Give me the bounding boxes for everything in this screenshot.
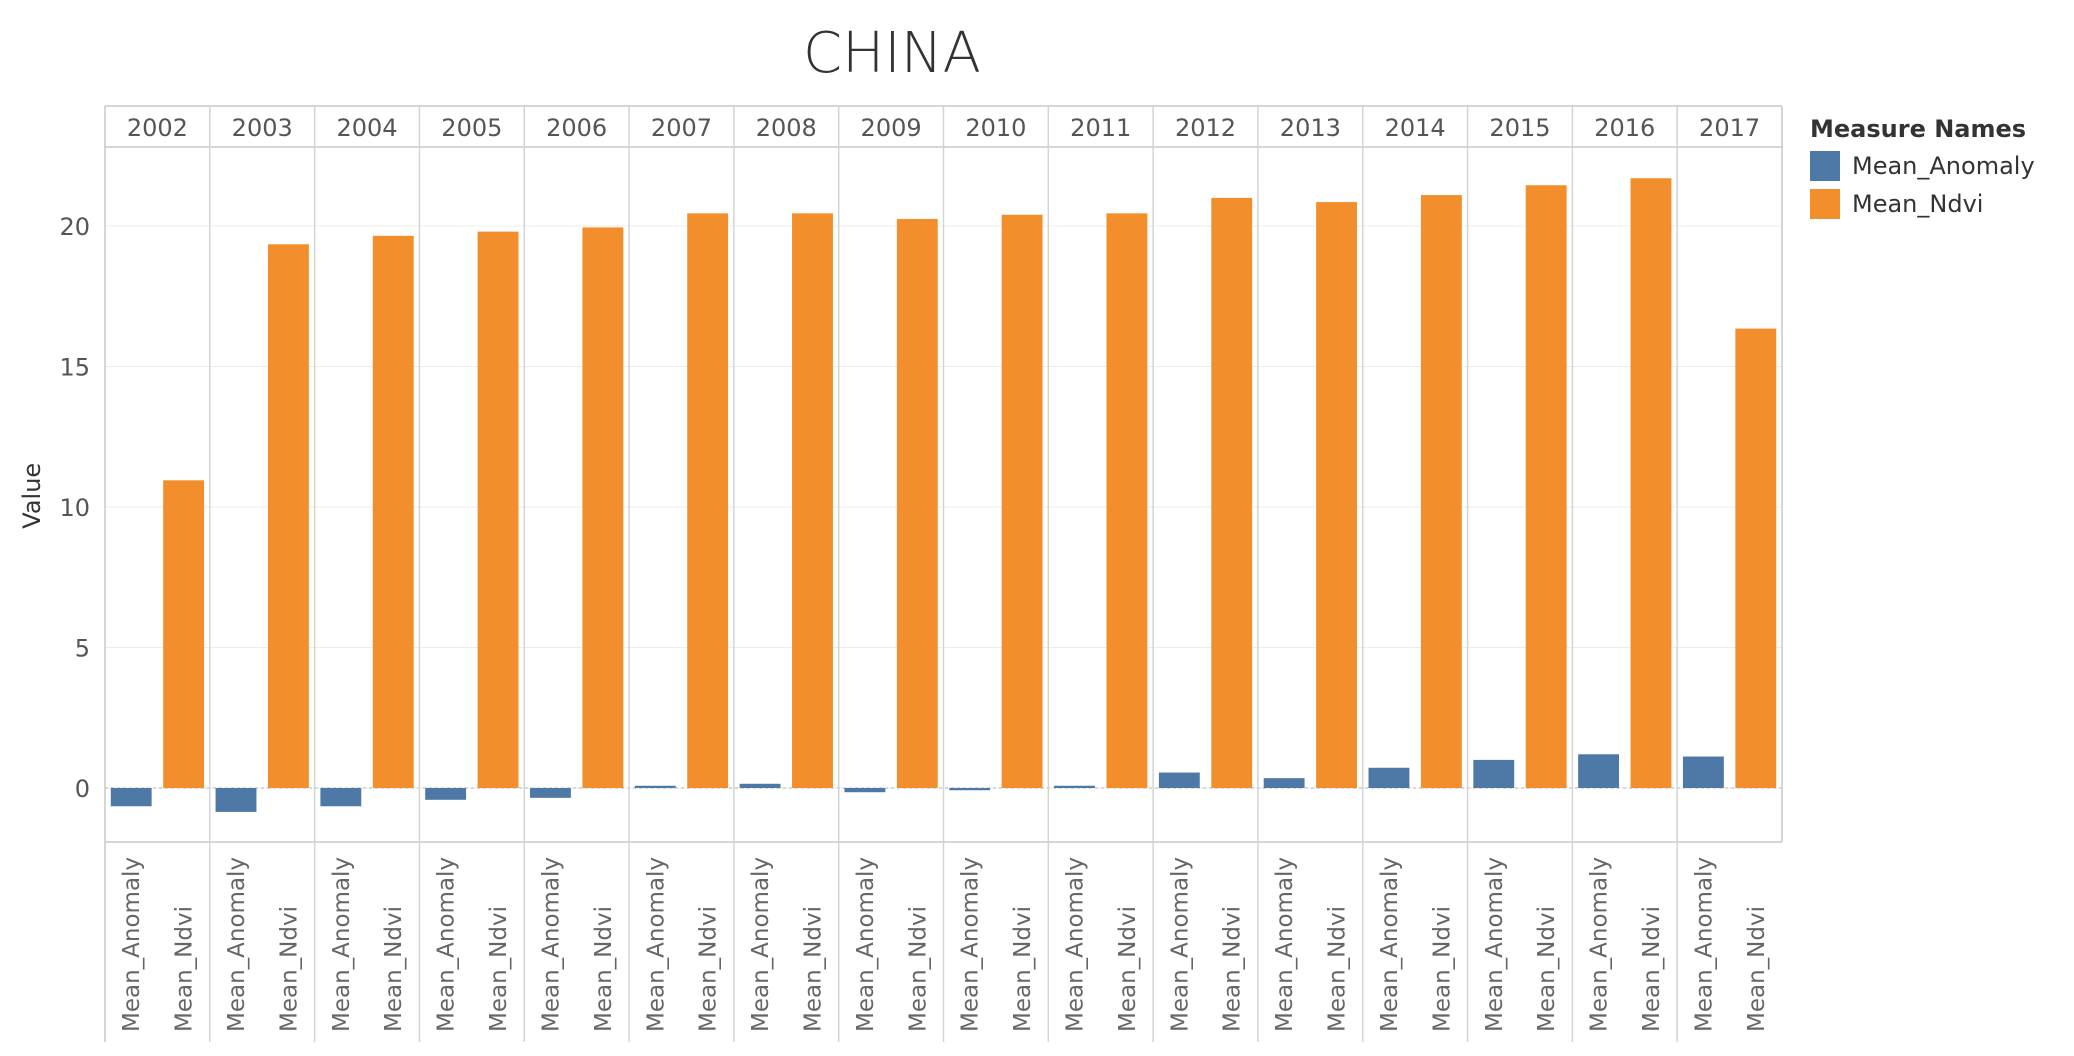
measure-label: Mean_Ndvi bbox=[1534, 906, 1560, 1032]
bar-mean-ndvi bbox=[477, 231, 519, 788]
bar-mean-ndvi bbox=[1106, 213, 1148, 789]
measure-label: Mean_Anomaly bbox=[224, 857, 250, 1032]
bars bbox=[110, 178, 1777, 812]
year-header: 2004 bbox=[336, 114, 397, 142]
y-tick-label: 5 bbox=[75, 635, 90, 663]
year-header: 2007 bbox=[651, 114, 712, 142]
bar-mean-anomaly bbox=[1473, 759, 1515, 788]
year-header: 2012 bbox=[1175, 114, 1236, 142]
year-header: 2006 bbox=[546, 114, 607, 142]
bar-mean-anomaly bbox=[215, 788, 257, 812]
measure-label: Mean_Ndvi bbox=[1744, 906, 1770, 1032]
measure-label: Mean_Ndvi bbox=[1115, 906, 1141, 1032]
measure-label: Mean_Anomaly bbox=[643, 857, 669, 1032]
bar-mean-ndvi bbox=[1735, 328, 1777, 788]
measure-label: Mean_Ndvi bbox=[276, 906, 302, 1032]
measure-label: Mean_Ndvi bbox=[381, 906, 407, 1032]
measure-label: Mean_Ndvi bbox=[1325, 906, 1351, 1032]
bar-mean-ndvi bbox=[792, 213, 833, 789]
bar-mean-ndvi bbox=[1630, 178, 1672, 789]
bar-mean-anomaly bbox=[1682, 756, 1724, 788]
bar-mean-anomaly bbox=[1263, 778, 1305, 788]
bar-mean-ndvi bbox=[687, 213, 729, 789]
bar-mean-anomaly bbox=[320, 788, 362, 807]
year-header: 2008 bbox=[756, 114, 817, 142]
bar-mean-ndvi bbox=[1525, 185, 1567, 788]
measure-label: Mean_Ndvi bbox=[172, 906, 198, 1032]
year-header: 2011 bbox=[1070, 114, 1131, 142]
measure-label: Mean_Anomaly bbox=[1167, 857, 1193, 1032]
legend: Measure Names Mean_Anomaly Mean_Ndvi bbox=[1810, 115, 2035, 219]
year-headers: 2002 2003 2004 2005 2006 2007 2008 2009 2010 2011… bbox=[127, 114, 1760, 142]
year-header: 2014 bbox=[1385, 114, 1446, 142]
bar-mean-ndvi bbox=[163, 480, 205, 788]
legend-label: Mean_Anomaly bbox=[1852, 152, 2035, 180]
year-header: 2002 bbox=[127, 114, 188, 142]
measure-label: Mean_Anomaly bbox=[119, 857, 145, 1032]
bar-mean-anomaly bbox=[425, 788, 467, 800]
measure-label: Mean_Anomaly bbox=[1063, 857, 1089, 1032]
chart-title: CHINA bbox=[803, 21, 981, 86]
bar-mean-anomaly bbox=[739, 783, 781, 788]
y-tick-label: 10 bbox=[59, 494, 90, 522]
y-axis-title: Value bbox=[18, 463, 46, 529]
year-header: 2010 bbox=[965, 114, 1026, 142]
year-header: 2003 bbox=[232, 114, 293, 142]
bar-mean-ndvi bbox=[896, 218, 938, 789]
measure-label: Mean_Anomaly bbox=[538, 857, 564, 1032]
measure-label: Mean_Ndvi bbox=[486, 906, 512, 1032]
measure-labels: Mean_Anomaly Mean_Ndvi Mean_Anomaly Mean_Nd… bbox=[119, 857, 1770, 1032]
year-header: 2013 bbox=[1280, 114, 1341, 142]
year-header: 2009 bbox=[861, 114, 922, 142]
measure-label: Mean_Ndvi bbox=[1220, 906, 1246, 1032]
legend-title: Measure Names bbox=[1810, 115, 2026, 143]
y-tick-label: 15 bbox=[59, 354, 90, 382]
measure-label: Mean_Anomaly bbox=[1272, 857, 1298, 1032]
legend-swatch bbox=[1810, 189, 1840, 219]
bar-mean-ndvi bbox=[1211, 197, 1253, 788]
bar-mean-ndvi bbox=[582, 227, 624, 788]
measure-label: Mean_Anomaly bbox=[748, 857, 774, 1032]
measure-label: Mean_Anomaly bbox=[434, 857, 460, 1032]
bar-mean-anomaly bbox=[1158, 772, 1200, 788]
y-axis: Value 0 5 10 15 20 bbox=[18, 213, 90, 803]
measure-label: Mean_Anomaly bbox=[958, 857, 984, 1032]
measure-label: Mean_Anomaly bbox=[1691, 857, 1717, 1032]
bar-mean-ndvi bbox=[372, 235, 414, 788]
year-header: 2005 bbox=[441, 114, 502, 142]
measure-label: Mean_Ndvi bbox=[905, 906, 931, 1032]
chart-frame bbox=[104, 105, 1783, 1042]
year-header: 2016 bbox=[1594, 114, 1655, 142]
measure-label: Mean_Ndvi bbox=[1429, 906, 1455, 1032]
bar-mean-ndvi bbox=[1316, 202, 1357, 789]
bar-mean-ndvi bbox=[1001, 214, 1043, 788]
measure-label: Mean_Ndvi bbox=[1639, 906, 1665, 1032]
measure-label: Mean_Anomaly bbox=[1587, 857, 1613, 1032]
bar-mean-ndvi bbox=[1420, 195, 1462, 789]
measure-label: Mean_Ndvi bbox=[591, 906, 617, 1032]
y-tick-label: 0 bbox=[75, 775, 90, 803]
measure-label: Mean_Ndvi bbox=[696, 906, 722, 1032]
measure-label: Mean_Anomaly bbox=[1482, 857, 1508, 1032]
bar-mean-anomaly bbox=[844, 788, 886, 793]
bar-mean-anomaly bbox=[949, 788, 991, 791]
bar-mean-anomaly bbox=[1578, 754, 1620, 788]
legend-label: Mean_Ndvi bbox=[1852, 190, 1983, 218]
bar-mean-ndvi bbox=[267, 244, 309, 788]
bar-mean-anomaly bbox=[110, 788, 152, 807]
measure-label: Mean_Anomaly bbox=[329, 857, 355, 1032]
legend-swatch bbox=[1810, 151, 1840, 181]
year-header: 2015 bbox=[1489, 114, 1550, 142]
measure-label: Mean_Ndvi bbox=[1010, 906, 1036, 1032]
bar-mean-anomaly bbox=[634, 785, 676, 788]
bar-mean-anomaly bbox=[1368, 767, 1410, 788]
bar-mean-anomaly bbox=[1054, 785, 1095, 788]
measure-label: Mean_Ndvi bbox=[800, 906, 826, 1032]
measure-label: Mean_Anomaly bbox=[1377, 857, 1403, 1032]
measure-label: Mean_Anomaly bbox=[853, 857, 879, 1032]
y-tick-label: 20 bbox=[59, 213, 90, 241]
bar-mean-anomaly bbox=[530, 788, 571, 798]
year-header: 2017 bbox=[1699, 114, 1760, 142]
